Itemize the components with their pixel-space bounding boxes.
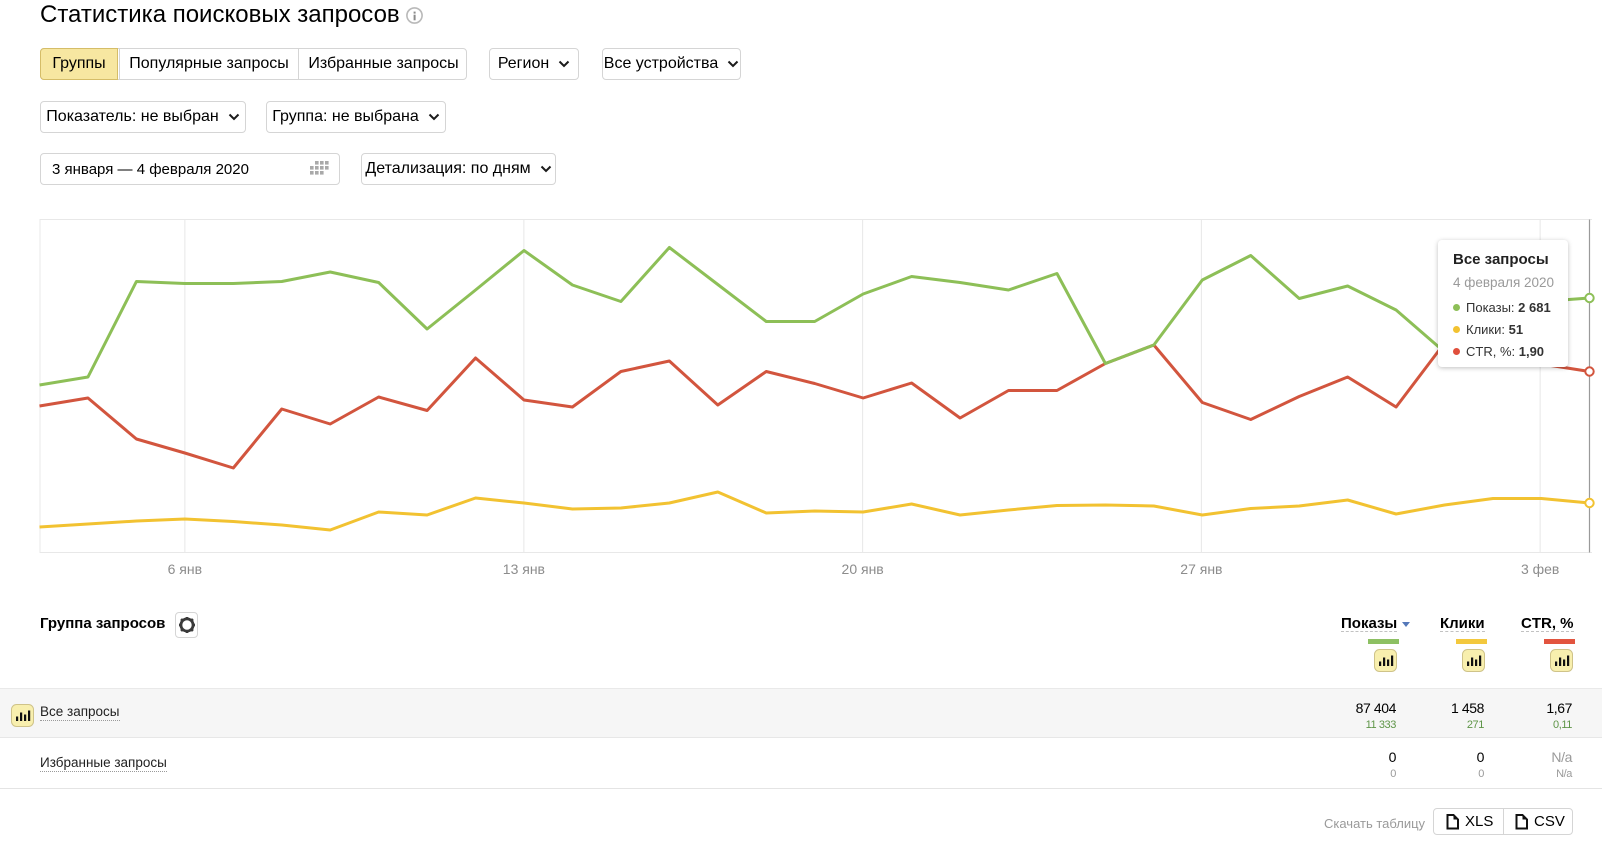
- svg-text:6 янв: 6 янв: [168, 561, 202, 577]
- svg-text:13 янв: 13 янв: [503, 561, 545, 577]
- svg-text:20 янв: 20 янв: [842, 561, 884, 577]
- svg-text:27 янв: 27 янв: [1180, 561, 1222, 577]
- svg-text:3 фев: 3 фев: [1521, 561, 1559, 577]
